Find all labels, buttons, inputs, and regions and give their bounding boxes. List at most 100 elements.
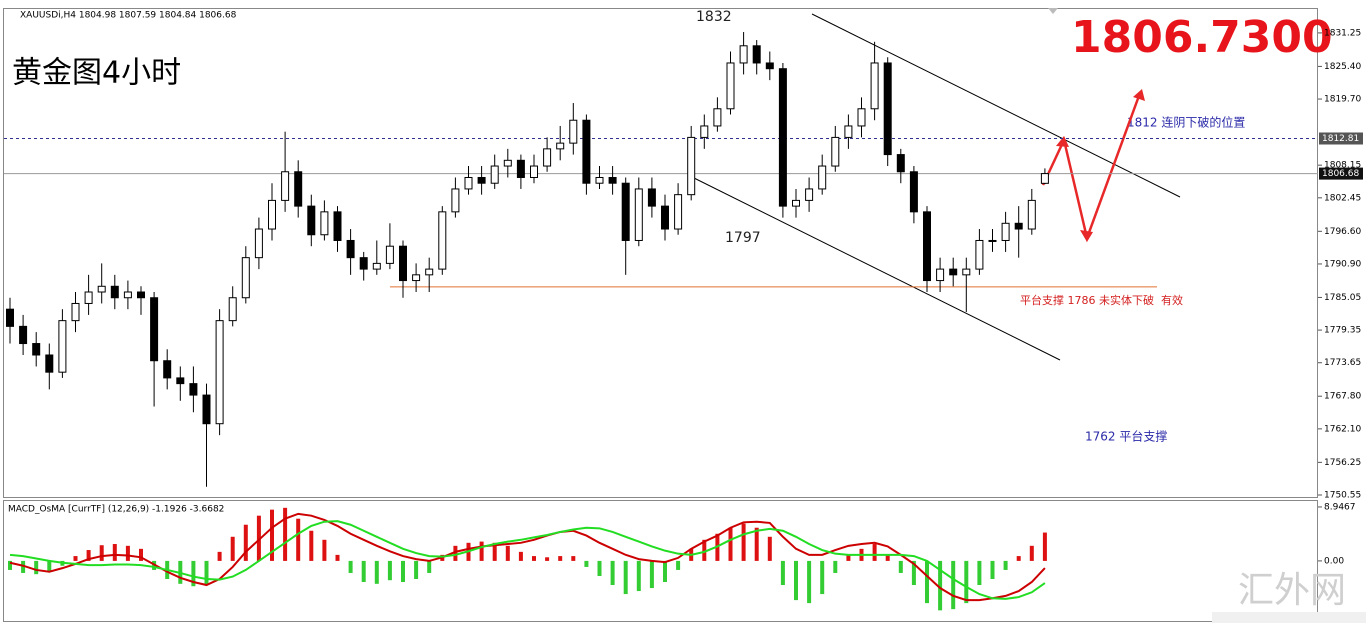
histogram-bar	[951, 560, 956, 610]
y-tick-label: 1779.35	[1324, 326, 1361, 336]
forecast-arrow	[1041, 92, 1142, 243]
candle-body	[189, 383, 198, 396]
shift-marker	[1048, 8, 1058, 14]
y-tick-label: 1802.45	[1324, 193, 1361, 203]
annotation: 1797	[725, 230, 761, 246]
histogram-bar	[335, 554, 340, 561]
candle-body	[726, 62, 735, 110]
histogram-bar	[1016, 556, 1021, 561]
candle-body	[516, 159, 525, 178]
candle-body	[45, 354, 54, 373]
y-tick-label: 1831.25	[1324, 28, 1361, 38]
histogram-bar	[820, 560, 825, 595]
candle-body	[97, 285, 106, 293]
histogram-bar	[702, 539, 707, 561]
candle-body	[464, 176, 473, 190]
histogram-bar	[833, 560, 838, 573]
candle-body	[857, 108, 866, 127]
price-label: 1806.68	[1322, 169, 1359, 179]
histogram-bar	[112, 544, 117, 561]
candle-body	[333, 211, 342, 241]
histogram-bar	[1042, 532, 1047, 561]
candle-body	[543, 148, 552, 167]
y-tick-label: 1790.90	[1324, 259, 1361, 269]
candle-body	[110, 285, 119, 299]
histogram-bar	[846, 554, 851, 561]
candle-body	[936, 268, 945, 282]
candle-body	[569, 119, 578, 144]
annotation: 平台支撑 1786 未实体下破 有效	[1020, 293, 1183, 307]
histogram-bar	[427, 560, 432, 573]
candle-body	[1040, 173, 1049, 184]
histogram-bar	[584, 560, 589, 567]
histogram-bar	[492, 542, 497, 561]
y-tick-label: 0.00	[1324, 556, 1344, 566]
candle-body	[202, 394, 211, 425]
histogram-bar	[925, 560, 929, 604]
price-label-box	[1319, 132, 1363, 145]
annotation: 1812 连阴下破的位置	[1127, 115, 1245, 130]
candle-body	[700, 125, 709, 138]
candle-body	[84, 291, 93, 304]
y-tick-label: 1762.10	[1324, 424, 1361, 434]
candle-body	[58, 320, 67, 373]
histogram-bar	[938, 560, 943, 611]
histogram-bar	[780, 560, 785, 586]
candle-body	[883, 62, 892, 156]
histogram-bar	[794, 560, 798, 601]
candle-body	[71, 302, 80, 322]
candle-body	[451, 188, 460, 213]
candle-body	[1027, 199, 1036, 230]
candle-body	[372, 262, 381, 270]
candle-body	[438, 211, 447, 270]
histogram-bar	[571, 556, 576, 561]
histogram-bar	[125, 545, 130, 561]
candle-body	[268, 199, 276, 230]
histogram-bar	[610, 560, 615, 586]
candle-body	[215, 320, 224, 425]
candle-body	[634, 188, 643, 241]
y-tick-label: 1750.55	[1324, 490, 1361, 500]
y-tick-label: 1819.70	[1324, 95, 1361, 105]
candle-body	[778, 68, 787, 207]
trend-line	[811, 13, 1181, 198]
candle-body	[477, 176, 486, 184]
histogram-bar	[1003, 560, 1008, 570]
price-panel	[3, 8, 1318, 498]
candle-body	[530, 165, 538, 178]
histogram-bar	[99, 545, 104, 561]
histogram-bar	[754, 527, 759, 561]
histogram-bar	[545, 557, 550, 561]
candle-body	[870, 62, 879, 110]
symbol-header: XAUUSDi,H4 1804.98 1807.59 1804.84 1806.…	[20, 11, 237, 21]
price-banner: 1806.7300	[1071, 12, 1333, 63]
price-label-box	[1319, 167, 1363, 180]
candle-body	[595, 176, 604, 184]
panel-title: MACD_OsMA [CurrTF] (12,26,9) -1.1926 -3.…	[8, 505, 224, 515]
y-tick-label: 8.9467	[1324, 502, 1356, 512]
candle-body	[556, 142, 565, 150]
candle-body	[674, 194, 683, 230]
candle-body	[661, 205, 669, 230]
histogram-bar	[73, 556, 78, 561]
candle-body	[425, 268, 434, 276]
histogram-bar	[505, 545, 510, 561]
histogram-bar	[990, 560, 995, 579]
histogram-bar	[217, 551, 222, 561]
y-tick-label: 1785.05	[1324, 293, 1361, 303]
candle-body	[320, 211, 329, 236]
histogram-bar	[414, 560, 419, 579]
histogram-bar	[767, 536, 772, 561]
candle-body	[254, 228, 263, 259]
histogram-bar	[885, 554, 890, 561]
candle-body	[818, 165, 827, 190]
histogram-bar	[348, 560, 353, 573]
histogram-bar	[191, 560, 196, 587]
candle-body	[896, 154, 905, 173]
annotation: 1832	[696, 9, 732, 25]
macd-line	[9, 512, 1046, 602]
candle-body	[19, 325, 28, 345]
histogram-bar	[872, 544, 877, 561]
candle-body	[739, 45, 748, 64]
chart-title: 黄金图4小时	[12, 56, 181, 91]
